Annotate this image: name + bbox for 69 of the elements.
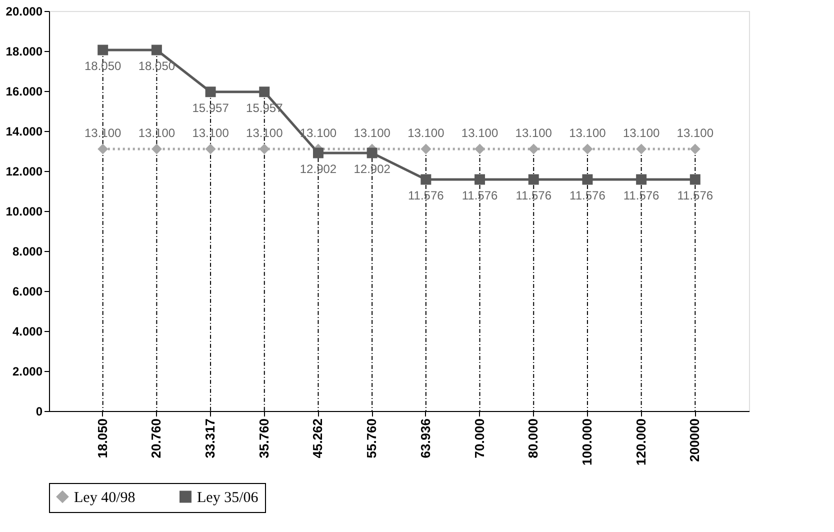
data-label: 13.100: [461, 126, 498, 140]
x-tick-label: 45.262: [310, 418, 326, 458]
y-tick-label: 8.000: [12, 244, 43, 258]
point: [528, 144, 539, 154]
point: [636, 174, 647, 185]
x-tick-label: 63.936: [418, 418, 433, 458]
y-tick-label: 2.000: [12, 364, 43, 378]
data-label: 11.576: [623, 188, 660, 202]
data-label: 15.957: [192, 100, 230, 115]
point: [636, 144, 647, 154]
x-tick-label: 80.000: [526, 418, 541, 458]
data-label: 11.576: [570, 188, 606, 202]
data-label: 12.902: [354, 162, 391, 176]
point: [420, 144, 432, 154]
y-tick-label: 20.000: [6, 4, 43, 18]
data-label: 18.050: [84, 59, 122, 73]
point: [259, 86, 270, 98]
x-tick-label: 55.760: [364, 418, 380, 458]
data-label: 11.576: [408, 188, 444, 202]
point: [98, 44, 108, 56]
point: [98, 144, 108, 154]
point: [366, 148, 378, 158]
y-tick-label: 4.000: [12, 324, 43, 338]
x-tick-label: 20.760: [148, 418, 164, 458]
x-tick-label: 18.050: [94, 418, 110, 458]
point: [205, 86, 216, 98]
data-label: 13.100: [354, 126, 391, 140]
point: [690, 144, 700, 154]
point: [582, 144, 593, 154]
data-label: 13.100: [515, 126, 552, 140]
data-label: 18.050: [138, 59, 176, 73]
y-tick-label: 14.000: [6, 124, 43, 138]
data-label: 11.576: [462, 188, 498, 202]
point: [474, 144, 486, 154]
x-tick-label: 200000: [687, 418, 702, 462]
data-label: 11.576: [677, 188, 714, 202]
data-label: 13.100: [569, 126, 606, 140]
y-tick-label: 0: [36, 404, 43, 418]
data-label: 12.902: [300, 162, 337, 176]
point: [151, 44, 162, 56]
point: [420, 174, 432, 185]
legend-label: Ley 35/06: [197, 490, 259, 506]
data-label: 13.100: [246, 126, 284, 140]
data-label: 13.100: [408, 126, 445, 140]
x-tick-label: 70.000: [472, 418, 487, 458]
data-label: 13.100: [138, 126, 176, 140]
point: [151, 144, 162, 154]
y-tick-label: 12.000: [6, 164, 43, 178]
point: [259, 144, 270, 154]
legend-label: Ley 40/98: [74, 490, 136, 506]
y-tick-label: 18.000: [6, 44, 43, 58]
x-tick-label: 35.760: [256, 418, 272, 458]
data-label: 11.576: [516, 188, 552, 202]
point: [474, 174, 486, 185]
data-label: 13.100: [676, 126, 714, 140]
x-tick-label: 100.000: [579, 418, 594, 466]
data-label: 13.100: [84, 126, 122, 140]
x-tick-label: 120.000: [633, 418, 648, 466]
y-tick-label: 10.000: [6, 204, 43, 218]
x-tick-label: 33.317: [202, 418, 218, 458]
point: [690, 174, 700, 185]
point: [582, 174, 593, 185]
data-label: 13.100: [192, 126, 230, 140]
point: [312, 148, 324, 158]
data-label: 13.100: [622, 126, 660, 140]
point: [205, 144, 216, 154]
point: [528, 174, 539, 185]
y-tick-label: 6.000: [12, 284, 43, 298]
y-tick-label: 16.000: [6, 84, 43, 98]
